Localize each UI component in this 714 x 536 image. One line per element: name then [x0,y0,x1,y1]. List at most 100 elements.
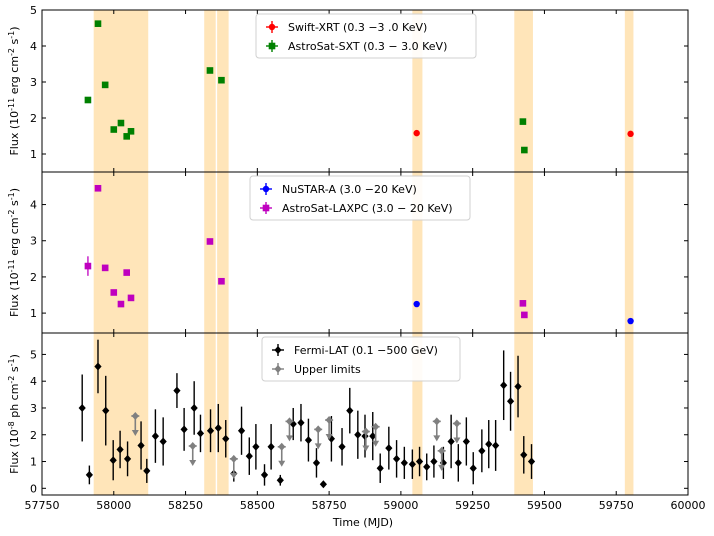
data-point [127,294,135,302]
panel-frame [41,332,689,496]
y-axis-label: Flux (10-8 ph cm-2 s-1) [7,354,21,474]
upper-limit-arrowhead [285,435,293,442]
legend-marker [274,346,282,354]
x-tick-label: 58750 [312,499,347,512]
data-point [151,432,160,441]
y-label-part: ph cm [8,384,21,422]
data-point [206,238,214,245]
data-point [159,437,167,446]
shaded-interval [412,10,423,172]
data-point [297,418,305,427]
data-point [521,311,528,319]
data-point [109,456,117,465]
data-point [127,128,135,135]
shaded-interval [624,172,634,333]
data-point [346,406,354,415]
data-point [325,416,333,425]
data-point [84,96,92,104]
data-point [304,436,313,445]
y-axis-label: Flux (10-11 erg cm-2 s-1) [7,26,21,155]
x-tick-label: 59250 [455,499,490,512]
data-point [438,446,446,455]
upper-limit-arrowhead [278,460,286,467]
y-label-superscript: -11 [7,259,16,272]
y-label-part: ) [8,188,21,192]
data-point [123,133,130,140]
data-point [117,300,125,308]
shaded-interval [624,10,634,172]
data-point [354,430,362,439]
data-point [101,264,109,272]
legend-box [255,13,477,59]
data-point [85,470,93,479]
panel-xray: 1 2 3 4 5 Flux (10-11 erg cm-2 s-1) Swift-XRT … [7,4,689,173]
data-point [101,81,109,89]
y-label-part: ) [8,354,21,358]
data-point [521,146,528,154]
data-point [189,441,197,450]
data-point [469,464,477,473]
data-point [84,262,92,270]
data-point [110,289,118,296]
data-point [218,277,225,285]
upper-limit-arrowhead [433,435,441,442]
data-point [190,403,198,412]
y-tick-label: 4 [30,199,37,212]
shaded-interval [204,10,216,172]
data-point [206,426,215,435]
data-point [430,457,438,466]
data-point [520,450,528,459]
y-label-superscript: -1 [7,358,16,366]
data-point [110,126,118,133]
y-label-part: s [8,38,21,47]
data-point [447,437,455,446]
data-point [392,454,401,463]
data-point [102,406,110,415]
y-label-part: erg cm [8,56,21,98]
data-point [423,462,431,471]
data-point [627,317,634,325]
legend-marker [268,42,276,50]
shaded-interval [624,333,634,495]
y-label-superscript: -1 [7,31,16,39]
data-point [245,452,253,461]
data-point [527,457,536,466]
legend-label: Fermi-LAT (0.1 −500 GeV) [294,344,438,357]
upper-limit-arrowhead [314,443,322,450]
y-tick-label: 1 [30,307,37,320]
upper-limit-arrowhead [230,472,238,479]
data-point [485,440,493,449]
upper-limit-arrowhead [362,445,370,452]
data-point [230,454,238,463]
data-point [143,466,151,475]
shaded-interval [217,333,229,495]
legend-label: Upper limits [294,363,361,376]
data-point [278,442,286,451]
data-point [314,425,322,434]
data-point [408,460,416,469]
data-point [267,442,275,451]
data-point [131,412,139,421]
data-point [319,480,327,489]
data-point [478,446,486,455]
panel-gamma: 0 1 2 3 4 5 Flux (10-8 ph cm-2 s-1) Fermi-LAT (… [7,332,706,512]
upper-limit-arrowhead [372,440,380,447]
data-point [94,184,102,192]
data-point [237,426,246,435]
data-point [117,119,125,127]
upper-limit-arrowhead [131,430,139,437]
data-point [218,76,225,84]
y-label-superscript: -1 [7,192,16,200]
data-point [462,437,470,446]
data-point [173,386,181,395]
data-point [454,458,462,467]
data-point [627,130,634,138]
y-tick-label: 2 [30,271,37,284]
shaded-interval [412,333,423,495]
data-point [514,382,522,391]
data-point [260,470,269,479]
y-tick-label: 1 [30,148,37,161]
legend-label: AstroSat-SXT (0.3 − 3.0 KeV) [288,40,447,53]
x-tick-label: 59000 [383,499,418,512]
